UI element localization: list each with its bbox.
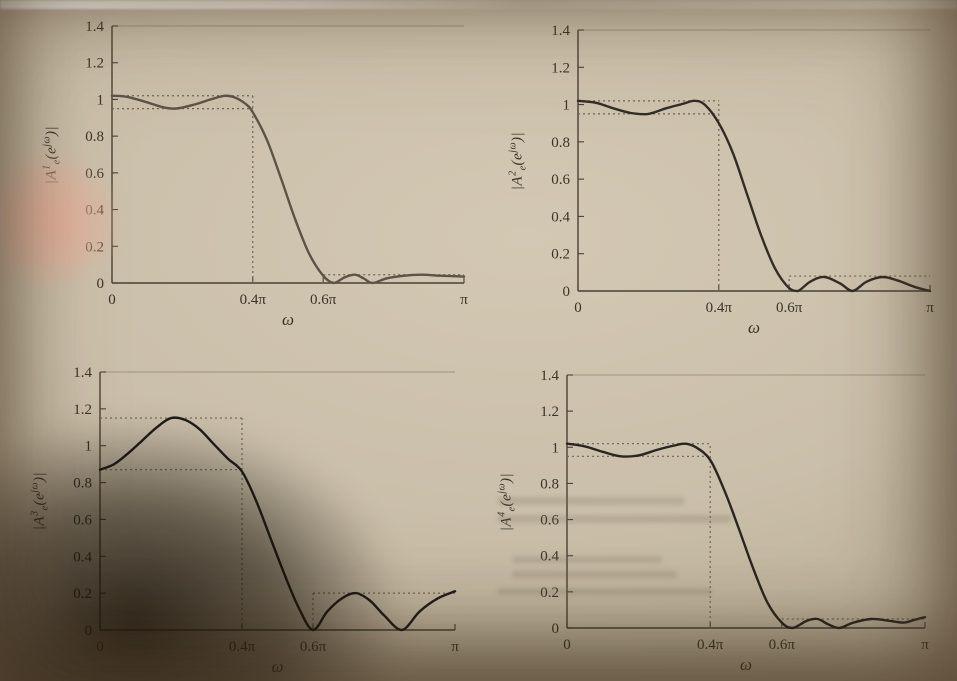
chart-panel-1: |A1e(ejω)| 0 0.2 0.4 0.6 0.8 1 1.2 1.4 0 0.4π 0.6π… [28, 0, 480, 337]
y-axis-label: |A4e(ejω)| [496, 472, 518, 531]
x-axis-label: ω [740, 655, 752, 674]
x-tick-label: 0.4π [229, 639, 256, 655]
y-tick-label: 0.6 [73, 512, 92, 528]
x-tick-label: 0.4π [697, 637, 724, 653]
x-tick-label: 0 [563, 637, 571, 653]
x-tick-label: 0.4π [706, 300, 733, 316]
y-tick-label: 1.2 [551, 60, 570, 76]
y-tick-label: 0.2 [540, 585, 559, 601]
y-tick-label: 0.8 [85, 129, 104, 145]
x-axis-label: ω [271, 657, 283, 676]
chart-svg: 0 0.2 0.4 0.6 0.8 1 1.2 1.4 0 0.4π 0.6π π ω [551, 23, 934, 337]
response-curve [98, 416, 457, 632]
x-axis-label: ω [748, 318, 760, 337]
y-tick-label: 0 [563, 284, 571, 300]
response-curve [576, 99, 932, 293]
x-tick-label: 0 [96, 639, 104, 655]
y-tick-label: 0.2 [85, 239, 104, 255]
y-tick-label: 1.4 [85, 19, 104, 35]
y-tick-label: 1.4 [551, 23, 570, 39]
y-tick-label: 0.2 [73, 586, 92, 602]
y-tick-label: 0.8 [540, 476, 559, 492]
y-tick-label: 0.4 [73, 549, 92, 565]
y-tick-label: 0.4 [85, 203, 104, 219]
x-tick-label: π [921, 637, 929, 653]
y-tick-label: 1 [85, 439, 93, 455]
x-tick-label: 0.6π [776, 300, 803, 316]
x-tick-label: π [451, 639, 459, 655]
y-tick-label: 0 [85, 623, 93, 639]
y-tick-label: 1.4 [540, 368, 559, 384]
x-tick-label: π [460, 292, 468, 308]
y-tick-label: 0.2 [551, 247, 570, 263]
x-tick-label: 0.6π [300, 639, 327, 655]
x-tick-label: 0.6π [310, 292, 337, 308]
y-tick-label: 1.2 [85, 56, 104, 72]
x-tick-label: 0.6π [769, 637, 796, 653]
x-tick-label: π [926, 300, 934, 316]
x-tick-label: 0 [574, 300, 582, 316]
y-tick-label: 1 [97, 92, 105, 108]
y-axis-label: |A3e(ejω)| [29, 471, 51, 531]
y-tick-label: 0.8 [551, 135, 570, 151]
y-tick-label: 0 [97, 276, 105, 292]
y-axis-label: |A2e(ejω)| [507, 131, 529, 190]
chart-panel-4: |A4e(ejω)| 0 0.2 0.4 0.6 0.8 1 1.2 1.4 0 0.4π 0.6π… [483, 349, 941, 681]
y-tick-label: 0.6 [540, 513, 559, 529]
chart-panel-3: |A3e(ejω)| 0 0.2 0.4 0.6 0.8 1 1.2 1.4 0 0.4π 0.6π… [16, 346, 471, 681]
response-curve [565, 442, 927, 630]
y-tick-label: 0.4 [551, 209, 570, 225]
x-tick-label: 0.4π [240, 292, 267, 308]
y-tick-label: 0.8 [73, 476, 92, 492]
y-tick-label: 1 [563, 98, 571, 114]
y-tick-label: 0.6 [551, 172, 570, 188]
chart-svg: 0 0.2 0.4 0.6 0.8 1 1.2 1.4 0 0.4π 0.6π π ω [73, 365, 459, 676]
x-axis-label: ω [282, 310, 294, 329]
y-tick-label: 0 [552, 621, 560, 637]
y-tick-label: 1.2 [540, 404, 559, 420]
x-tick-label: 0 [108, 292, 116, 308]
response-curve [110, 94, 466, 285]
y-tick-label: 1.4 [73, 365, 92, 381]
chart-svg: 0 0.2 0.4 0.6 0.8 1 1.2 1.4 0 0.4π 0.6π π ω [540, 368, 929, 674]
y-tick-label: 1 [552, 440, 560, 456]
y-tick-label: 0.6 [85, 166, 104, 182]
y-tick-label: 0.4 [540, 549, 559, 565]
y-tick-label: 1.2 [73, 402, 92, 418]
chart-panel-2: |A2e(ejω)| 0 0.2 0.4 0.6 0.8 1 1.2 1.4 0 0.4π 0.6π… [494, 4, 946, 345]
y-axis-label: |A1e(ejω)| [41, 125, 63, 184]
chart-svg: 0 0.2 0.4 0.6 0.8 1 1.2 1.4 0 0.4π 0.6π π ω [85, 19, 468, 329]
